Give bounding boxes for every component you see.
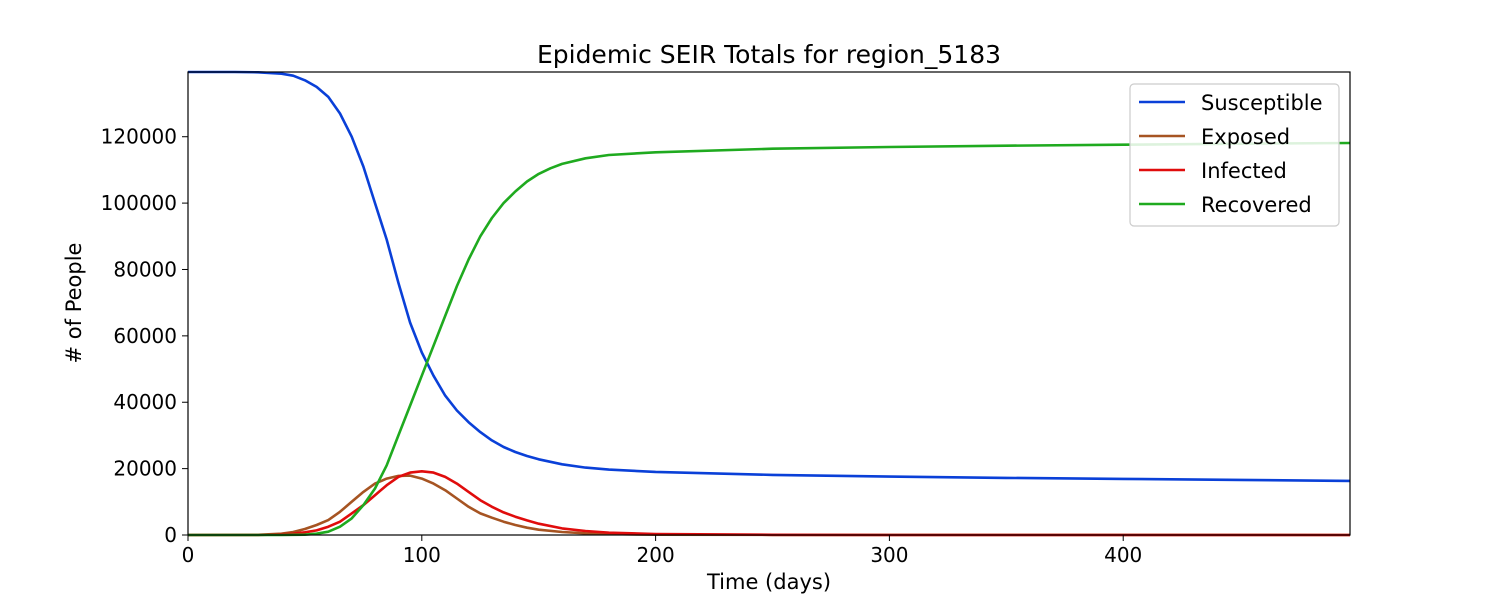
y-axis-ticks: 0 20000 40000 60000 80000 100000 120000 bbox=[101, 125, 188, 547]
series-line-infected bbox=[188, 470, 1350, 537]
y-tick-label: 60000 bbox=[113, 324, 177, 348]
legend-label-infected: Infected bbox=[1201, 159, 1287, 183]
x-tick-label: 400 bbox=[1104, 543, 1142, 567]
legend: Susceptible Exposed Infected Recovered bbox=[1129, 83, 1340, 227]
y-tick-label: 20000 bbox=[113, 457, 177, 481]
chart-title: Epidemic SEIR Totals for region_5183 bbox=[537, 40, 1001, 69]
series-line-recovered bbox=[188, 141, 1351, 537]
legend-label-exposed: Exposed bbox=[1201, 125, 1290, 149]
y-tick-label: 100000 bbox=[101, 191, 177, 215]
x-tick-label: 0 bbox=[182, 543, 195, 567]
x-tick-label: 100 bbox=[403, 543, 441, 567]
x-tick-label: 300 bbox=[870, 543, 908, 567]
y-axis-label: # of People bbox=[62, 243, 86, 364]
series-line-exposed bbox=[187, 474, 1351, 537]
y-tick-label: 40000 bbox=[113, 390, 177, 414]
x-axis-ticks: 0 100 200 300 400 bbox=[182, 535, 1142, 567]
legend-box bbox=[1129, 83, 1340, 227]
y-tick-label: 0 bbox=[164, 523, 177, 547]
legend-label-recovered: Recovered bbox=[1201, 193, 1312, 217]
x-tick-label: 200 bbox=[637, 543, 675, 567]
plot-lines bbox=[187, 70, 1351, 537]
y-tick-label: 120000 bbox=[101, 125, 177, 149]
series-line-susceptible bbox=[188, 70, 1351, 483]
y-tick-label: 80000 bbox=[113, 257, 177, 281]
plot-frame bbox=[187, 71, 1351, 536]
legend-label-susceptible: Susceptible bbox=[1201, 91, 1323, 115]
x-axis-label: Time (days) bbox=[706, 570, 831, 594]
